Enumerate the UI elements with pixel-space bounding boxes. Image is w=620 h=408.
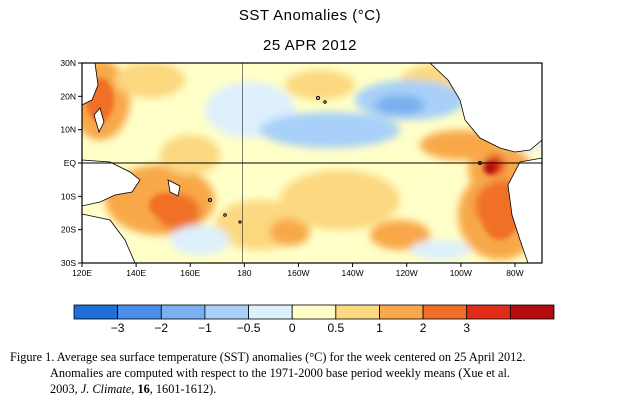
chart-title: SST Anomalies (°C) xyxy=(238,7,382,24)
colorbar-swatch xyxy=(466,304,511,320)
axes: 120E 140E 160E 180 160W 140W 120W 100W 80W 30N 20N… xyxy=(60,58,523,278)
caption-volume: 16 xyxy=(137,382,150,396)
land xyxy=(82,63,542,263)
y-tick-label: EQ xyxy=(64,158,77,168)
colorbar-tick-label: −1 xyxy=(198,321,212,335)
anomaly-field xyxy=(82,63,542,263)
colorbar-swatch xyxy=(422,304,468,320)
x-tick-label: 140W xyxy=(341,268,363,278)
colorbar-swatch xyxy=(204,304,249,320)
caption-line-1: Figure 1. Average sea surface temperatur… xyxy=(10,350,526,364)
caption-pages: , 1601-1612). xyxy=(149,382,217,396)
colorbar-swatch xyxy=(73,304,119,320)
x-tick-label: 160W xyxy=(287,268,309,278)
colorbar-tick-label: −0.5 xyxy=(237,321,261,335)
x-tick-label: 80W xyxy=(506,268,523,278)
y-tick-label: 30S xyxy=(61,258,76,268)
x-tick-label: 100W xyxy=(450,268,472,278)
x-tick-label: 120E xyxy=(72,268,92,278)
chart-subtitle: 25 APR 2012 xyxy=(263,37,357,54)
x-tick-label: 160E xyxy=(180,268,200,278)
y-tick-label: 10S xyxy=(61,191,76,201)
caption-journal: J. Climate xyxy=(80,382,132,396)
x-tick-label: 120W xyxy=(396,268,418,278)
y-tick-label: 10N xyxy=(60,125,76,135)
figure-caption: Figure 1. Average sea surface temperatur… xyxy=(10,349,615,397)
colorbar-swatch xyxy=(379,304,424,320)
colorbar-swatch xyxy=(291,304,337,320)
x-tick-label: 180 xyxy=(237,268,251,278)
x-tick-label: 140E xyxy=(126,268,146,278)
colorbar-swatch xyxy=(248,304,293,320)
colorbar-tick-label: −3 xyxy=(111,321,125,335)
colorbar-tick-label: 1 xyxy=(376,321,383,335)
colorbar: −3 −2 −1 −0.5 0 0.5 1 2 3 xyxy=(73,304,555,335)
colorbar-swatch xyxy=(160,304,206,320)
colorbar-tick-label: 0.5 xyxy=(327,321,344,335)
caption-line-2: Anomalies are computed with respect to t… xyxy=(50,366,510,380)
caption-sep: , xyxy=(131,382,138,396)
colorbar-tick-label: 3 xyxy=(463,321,470,335)
colorbar-swatch xyxy=(509,304,555,320)
colorbar-tick-label: 2 xyxy=(420,321,427,335)
colorbar-tick-label: 0 xyxy=(289,321,296,335)
caption-year: 2003, xyxy=(50,382,81,396)
y-tick-label: 30N xyxy=(60,58,76,68)
colorbar-tick-label: −2 xyxy=(154,321,168,335)
colorbar-swatch xyxy=(117,304,162,320)
caption-line-3: 2003, J. Climate, 16, 1601-1612). xyxy=(10,381,615,397)
y-tick-label: 20N xyxy=(60,91,76,101)
y-tick-label: 20S xyxy=(61,225,76,235)
colorbar-swatch xyxy=(335,304,380,320)
